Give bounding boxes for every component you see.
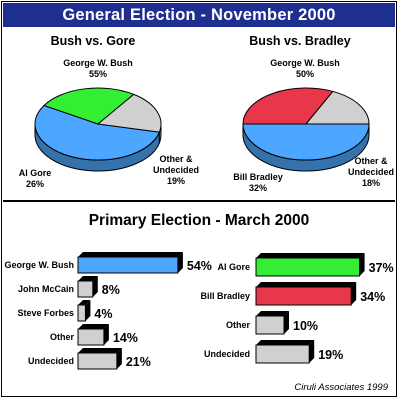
bars-republican: George W. Bush 54% John McCain 8% Steve Forb… <box>4 252 212 370</box>
rep-value-label-2: 4% <box>94 307 112 321</box>
dem-bar-side-2 <box>284 311 289 334</box>
pie1-slice-2 <box>96 93 162 133</box>
pie2-slice-2 <box>304 90 370 125</box>
dem-value-label-3: 19% <box>318 348 343 362</box>
bars-democratic: Al Gore 37% Bill Bradley 34% Other 10% Undecid… <box>200 253 394 364</box>
rep-bar-side-0 <box>177 252 183 273</box>
rep-value-label-3: 14% <box>113 331 138 345</box>
rep-bar-top-3 <box>78 324 109 329</box>
rep-value-label-0: 54% <box>187 259 212 273</box>
pie1-label-other-2: Undecided <box>153 165 199 175</box>
rep-bar-3 <box>77 328 105 346</box>
rep-category-label-1: John McCain <box>18 284 74 294</box>
dem-bar-2 <box>255 315 285 335</box>
pie2-slice-1 <box>242 87 334 125</box>
dem-bar-3 <box>255 344 310 364</box>
page-title: General Election - November 2000 <box>3 3 395 27</box>
rep-bar-top-2 <box>78 300 91 305</box>
rep-category-label-2: Steve Forbes <box>17 308 74 318</box>
rep-bar-side-1 <box>92 276 98 297</box>
rep-bar-4 <box>77 352 118 370</box>
rep-bar-2 <box>77 304 86 322</box>
dem-category-label-1: Bill Bradley <box>200 291 250 301</box>
dem-bar-0 <box>255 257 361 277</box>
pie1-title: Bush vs. Gore <box>51 34 136 48</box>
rep-bar-top-1 <box>78 276 98 281</box>
pie2-label-other-2: Undecided <box>348 167 394 177</box>
pie2-title: Bush vs. Bradley <box>249 34 350 48</box>
dem-category-label-2: Other <box>226 320 251 330</box>
dem-bar-top-0 <box>256 253 365 258</box>
rep-bar-0 <box>77 256 179 274</box>
dem-value-label-1: 34% <box>360 290 385 304</box>
pie1-value-bush: 55% <box>89 69 107 79</box>
pie1-label-gore: Al Gore <box>19 168 52 178</box>
dem-category-label-0: Al Gore <box>217 262 250 272</box>
dem-bar-top-1 <box>256 282 357 287</box>
rep-bar-side-4 <box>116 348 122 369</box>
dem-bar-side-0 <box>359 253 365 276</box>
pie1-label-bush: George W. Bush <box>63 58 133 68</box>
primary-title: Primary Election - March 2000 <box>89 212 310 229</box>
rep-bar-side-3 <box>103 324 109 345</box>
pie1-label-other-1: Other & <box>159 154 193 164</box>
credit-text: Ciruli Associates 1999 <box>294 382 388 393</box>
dem-bar-top-2 <box>256 311 289 316</box>
rep-category-label-3: Other <box>50 332 75 342</box>
pie2-value-bush: 50% <box>296 69 314 79</box>
pie2-label-bradley: Bill Bradley <box>233 172 283 182</box>
rep-value-label-4: 21% <box>126 355 151 369</box>
pie2-value-other: 18% <box>362 178 380 188</box>
pie1-value-gore: 26% <box>26 179 44 189</box>
pie1-value-other: 19% <box>167 176 185 186</box>
dem-bar-side-1 <box>351 282 357 305</box>
rep-value-label-1: 8% <box>102 283 120 297</box>
pie1-slice-0 <box>34 104 161 161</box>
pie-bush-vs-bradley <box>242 87 370 172</box>
dem-bar-1 <box>255 286 352 306</box>
pie2-label-other-1: Other & <box>354 156 388 166</box>
rep-bar-top-0 <box>78 252 183 257</box>
rep-bar-top-4 <box>78 348 122 353</box>
rep-bar-1 <box>77 280 94 298</box>
pie2-label-bush: George W. Bush <box>270 58 340 68</box>
section-divider <box>3 200 395 202</box>
rep-bar-side-2 <box>85 300 91 321</box>
pie-bush-vs-gore <box>34 87 162 172</box>
pie1-slice-1 <box>43 87 135 125</box>
dem-category-label-3: Undecided <box>204 349 250 359</box>
pie2-slice-0 <box>242 123 370 161</box>
dem-bar-side-3 <box>309 340 315 363</box>
rep-category-label-0: George W. Bush <box>4 260 74 270</box>
dem-value-label-0: 37% <box>369 261 394 275</box>
rep-category-label-4: Undecided <box>28 356 74 366</box>
dem-bar-top-3 <box>256 340 315 345</box>
dem-value-label-2: 10% <box>293 319 318 333</box>
pie2-value-bradley: 32% <box>249 183 267 193</box>
